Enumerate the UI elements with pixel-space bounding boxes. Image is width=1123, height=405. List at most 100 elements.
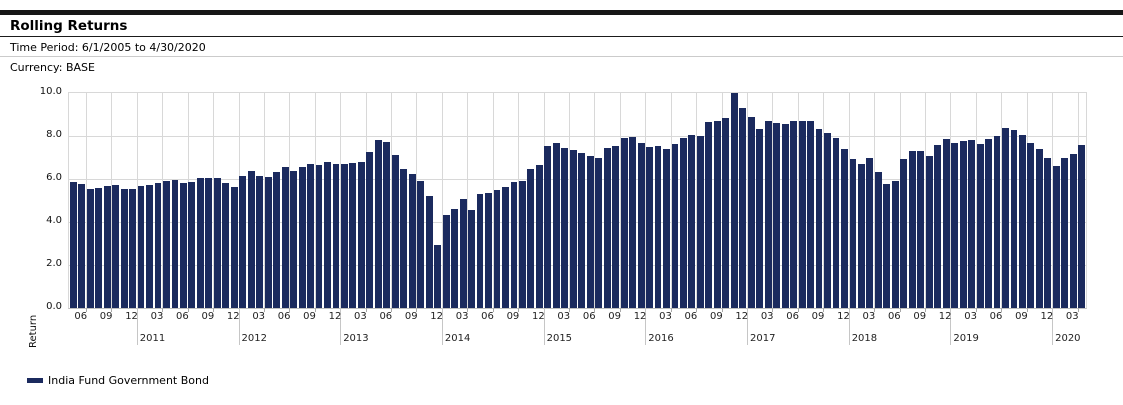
x-axis-year-label: 2015 <box>546 333 573 344</box>
bar <box>205 177 213 308</box>
quarter-gridline <box>467 93 469 308</box>
quarter-gridline <box>619 93 621 308</box>
bar <box>985 139 992 308</box>
bar <box>874 171 882 308</box>
x-axis-month-label: 03 <box>964 311 977 322</box>
bar <box>366 152 374 308</box>
bar <box>476 194 484 308</box>
bar <box>993 136 1001 308</box>
x-axis-month-label: 09 <box>811 311 825 322</box>
x-axis-month-label: 06 <box>176 311 189 322</box>
quarter-tick <box>696 308 698 312</box>
x-axis-year-label: 2011 <box>139 333 166 344</box>
bar <box>417 181 425 308</box>
bar <box>849 158 857 308</box>
bar <box>773 122 781 308</box>
quarter-gridline <box>85 93 87 308</box>
x-axis-month-label: 12 <box>633 311 647 322</box>
quarter-tick <box>289 308 291 312</box>
quarter-tick <box>772 308 774 312</box>
quarter-tick <box>85 308 87 312</box>
bar <box>1078 144 1086 308</box>
quarter-tick <box>314 308 316 312</box>
x-axis-month-label: 12 <box>837 311 850 322</box>
bar <box>654 145 662 308</box>
x-axis-year-label: 2013 <box>343 333 369 344</box>
year-gridline <box>848 93 850 308</box>
x-axis-year-label: 2012 <box>241 333 267 344</box>
quarter-tick <box>492 308 494 312</box>
year-separator <box>848 308 850 345</box>
bar <box>1019 135 1026 308</box>
bar <box>332 163 340 308</box>
bar <box>883 183 891 308</box>
bar <box>1027 142 1035 308</box>
bar <box>747 116 755 308</box>
quarter-gridline <box>289 93 291 308</box>
x-axis-month-label: 12 <box>328 311 342 322</box>
y-gridline <box>69 136 1086 137</box>
bar <box>408 174 416 308</box>
x-axis-month-label: 09 <box>913 311 927 322</box>
quarter-gridline <box>823 93 825 308</box>
x-axis-month-label: 09 <box>1015 311 1028 322</box>
bar <box>502 187 509 308</box>
bar <box>451 208 459 308</box>
year-separator <box>543 308 545 345</box>
quarter-gridline <box>518 93 520 308</box>
quarter-tick <box>365 308 367 312</box>
year-gridline <box>747 93 748 308</box>
title-underline <box>0 36 1123 37</box>
x-axis-month-label: 12 <box>1040 311 1054 322</box>
y-tick-label: 8.0 <box>46 129 62 140</box>
bar <box>349 162 357 308</box>
quarter-tick <box>1026 308 1028 312</box>
quarter-gridline <box>416 93 418 308</box>
bar <box>866 157 874 308</box>
x-axis-month-label: 09 <box>99 311 113 322</box>
year-gridline <box>136 93 138 308</box>
quarter-tick <box>670 308 672 312</box>
bar <box>578 152 586 308</box>
x-axis-month-label: 03 <box>455 311 469 322</box>
quarter-tick <box>518 308 520 312</box>
bar <box>307 163 314 308</box>
x-axis-month-label: 09 <box>709 311 723 322</box>
bar <box>629 137 637 308</box>
y-tick-label: 4.0 <box>46 215 62 226</box>
bar <box>1052 166 1060 308</box>
quarter-gridline <box>721 93 723 308</box>
x-axis-year-label: 2019 <box>953 333 979 344</box>
bar <box>434 245 442 308</box>
x-axis-month-label: 06 <box>74 311 88 322</box>
bar <box>569 150 577 308</box>
bar <box>518 181 526 308</box>
bar <box>713 120 721 308</box>
quarter-gridline <box>924 93 926 308</box>
x-axis-month-label: 06 <box>887 311 901 322</box>
quarter-tick <box>1001 308 1003 312</box>
bar <box>290 170 298 308</box>
bar <box>671 143 679 308</box>
bar <box>129 188 136 308</box>
quarter-tick <box>721 308 723 312</box>
x-axis-month-label: 06 <box>684 311 698 322</box>
year-separator <box>1052 308 1054 345</box>
bar <box>137 186 145 308</box>
quarter-gridline <box>162 93 164 308</box>
bar <box>527 169 535 308</box>
x-axis-month-label: 12 <box>531 311 545 322</box>
x-axis-month-label: 03 <box>760 311 774 322</box>
quarter-gridline <box>365 93 367 308</box>
bar <box>468 209 475 308</box>
x-axis-month-label: 03 <box>659 311 672 322</box>
bar <box>1044 157 1052 308</box>
year-gridline <box>543 93 545 308</box>
bar <box>222 183 230 308</box>
bar <box>612 145 620 308</box>
bar <box>722 117 730 308</box>
currency-text: Currency: BASE <box>10 61 95 74</box>
quarter-gridline <box>391 93 393 308</box>
x-axis-month-label: 03 <box>354 311 367 322</box>
x-axis-month-label: 03 <box>252 311 266 322</box>
